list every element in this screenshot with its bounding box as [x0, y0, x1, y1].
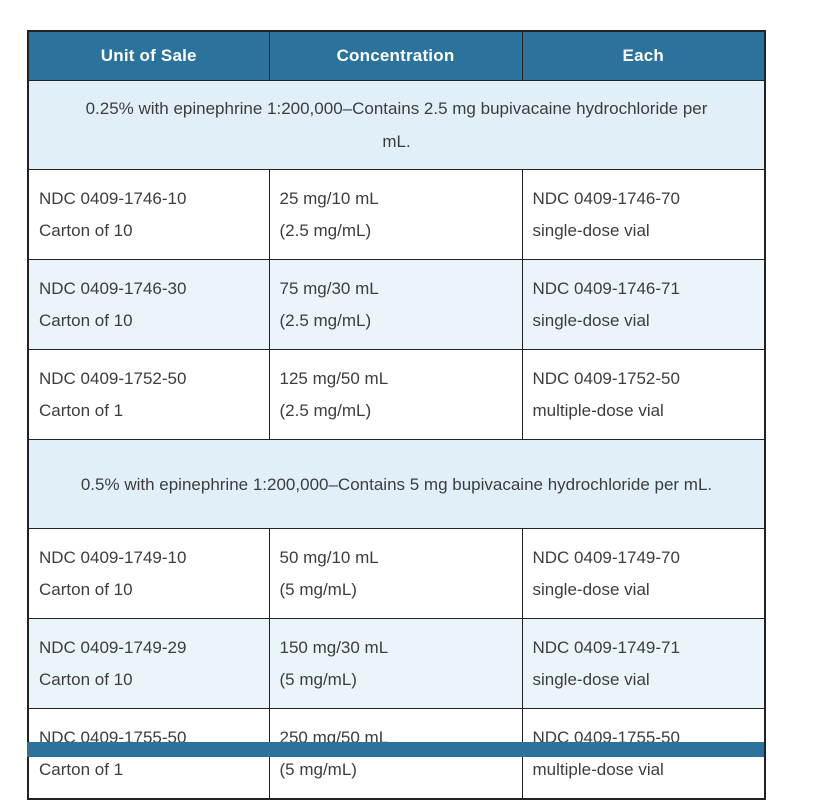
column-header-unit-of-sale: Unit of Sale: [27, 30, 270, 81]
concentration-cell: 25 mg/10 mL (2.5 mg/mL): [268, 169, 523, 260]
unit-of-sale-cell: NDC 0409-1752-50 Carton of 1: [27, 349, 270, 440]
table-row: NDC 0409-1746-30 Carton of 10 75 mg/30 m…: [27, 259, 766, 350]
group-heading-row: 0.5% with epinephrine 1:200,000–Contains…: [27, 439, 766, 529]
concentration-amount: 50 mg/10 mL: [279, 547, 379, 567]
concentration-amount: 25 mg/10 mL: [279, 188, 379, 208]
table-row: NDC 0409-1749-10 Carton of 10 50 mg/10 m…: [27, 528, 766, 619]
group-heading-text: 0.5% with epinephrine 1:200,000–Contains…: [80, 474, 713, 494]
unit-ndc: NDC 0409-1755-50: [39, 727, 187, 747]
each-cell: NDC 0409-1746-71 single-dose vial: [521, 259, 766, 350]
unit-of-sale-cell: NDC 0409-1746-10 Carton of 10: [27, 169, 270, 260]
concentration-amount: 125 mg/50 mL: [279, 368, 389, 388]
unit-of-sale-cell: NDC 0409-1749-10 Carton of 10: [27, 528, 270, 619]
unit-package: Carton of 10: [39, 669, 133, 689]
unit-ndc: NDC 0409-1746-30: [39, 278, 187, 298]
group-heading-cell: 0.25% with epinephrine 1:200,000–Contain…: [27, 80, 766, 170]
concentration-strength: (5 mg/mL): [279, 579, 357, 599]
each-vial-type: single-dose vial: [532, 310, 650, 330]
unit-package: Carton of 10: [39, 579, 133, 599]
unit-package: Carton of 1: [39, 400, 124, 420]
how-supplied-table: Unit of Sale Concentration Each 0.25% wi…: [27, 30, 766, 800]
table-row: NDC 0409-1752-50 Carton of 1 125 mg/50 m…: [27, 349, 766, 440]
each-ndc: NDC 0409-1746-71: [532, 278, 680, 298]
unit-ndc: NDC 0409-1749-10: [39, 547, 187, 567]
group-heading-cell: 0.5% with epinephrine 1:200,000–Contains…: [27, 439, 766, 529]
table-row: NDC 0409-1749-29 Carton of 10 150 mg/30 …: [27, 618, 766, 709]
group-heading-text: 0.25% with epinephrine 1:200,000–Contain…: [85, 99, 708, 151]
column-header-concentration: Concentration: [268, 30, 523, 81]
each-ndc: NDC 0409-1749-71: [532, 637, 680, 657]
each-ndc: NDC 0409-1752-50: [532, 368, 680, 388]
unit-package: Carton of 1: [39, 759, 124, 779]
each-ndc: NDC 0409-1746-70: [532, 188, 680, 208]
each-cell: NDC 0409-1746-70 single-dose vial: [521, 169, 766, 260]
each-vial-type: single-dose vial: [532, 220, 650, 240]
unit-package: Carton of 10: [39, 310, 133, 330]
concentration-cell: 75 mg/30 mL (2.5 mg/mL): [268, 259, 523, 350]
column-header-each: Each: [521, 30, 766, 81]
table-row: NDC 0409-1746-10 Carton of 10 25 mg/10 m…: [27, 169, 766, 260]
concentration-strength: (2.5 mg/mL): [279, 220, 372, 240]
each-vial-type: multiple-dose vial: [532, 759, 664, 779]
table-header-row: Unit of Sale Concentration Each: [27, 30, 766, 81]
concentration-amount: 150 mg/30 mL: [279, 637, 389, 657]
concentration-strength: (2.5 mg/mL): [279, 310, 372, 330]
concentration-strength: (2.5 mg/mL): [279, 400, 372, 420]
group-heading-row: 0.25% with epinephrine 1:200,000–Contain…: [27, 80, 766, 170]
concentration-strength: (5 mg/mL): [279, 669, 357, 689]
concentration-cell: 125 mg/50 mL (2.5 mg/mL): [268, 349, 523, 440]
unit-ndc: NDC 0409-1749-29: [39, 637, 187, 657]
unit-of-sale-cell: NDC 0409-1746-30 Carton of 10: [27, 259, 270, 350]
unit-package: Carton of 10: [39, 220, 133, 240]
unit-ndc: NDC 0409-1752-50: [39, 368, 187, 388]
unit-ndc: NDC 0409-1746-10: [39, 188, 187, 208]
each-vial-type: multiple-dose vial: [532, 400, 664, 420]
each-cell: NDC 0409-1749-71 single-dose vial: [521, 618, 766, 709]
each-vial-type: single-dose vial: [532, 579, 650, 599]
each-ndc: NDC 0409-1755-50: [532, 727, 680, 747]
each-cell: NDC 0409-1749-70 single-dose vial: [521, 528, 766, 619]
concentration-amount: 75 mg/30 mL: [279, 278, 379, 298]
concentration-cell: 150 mg/30 mL (5 mg/mL): [268, 618, 523, 709]
each-ndc: NDC 0409-1749-70: [532, 547, 680, 567]
each-cell: NDC 0409-1752-50 multiple-dose vial: [521, 349, 766, 440]
concentration-cell: 50 mg/10 mL (5 mg/mL): [268, 528, 523, 619]
next-table-header-bar: [27, 742, 764, 757]
each-vial-type: single-dose vial: [532, 669, 650, 689]
unit-of-sale-cell: NDC 0409-1749-29 Carton of 10: [27, 618, 270, 709]
concentration-strength: (5 mg/mL): [279, 759, 357, 779]
concentration-amount: 250 mg/50 mL: [279, 727, 389, 747]
